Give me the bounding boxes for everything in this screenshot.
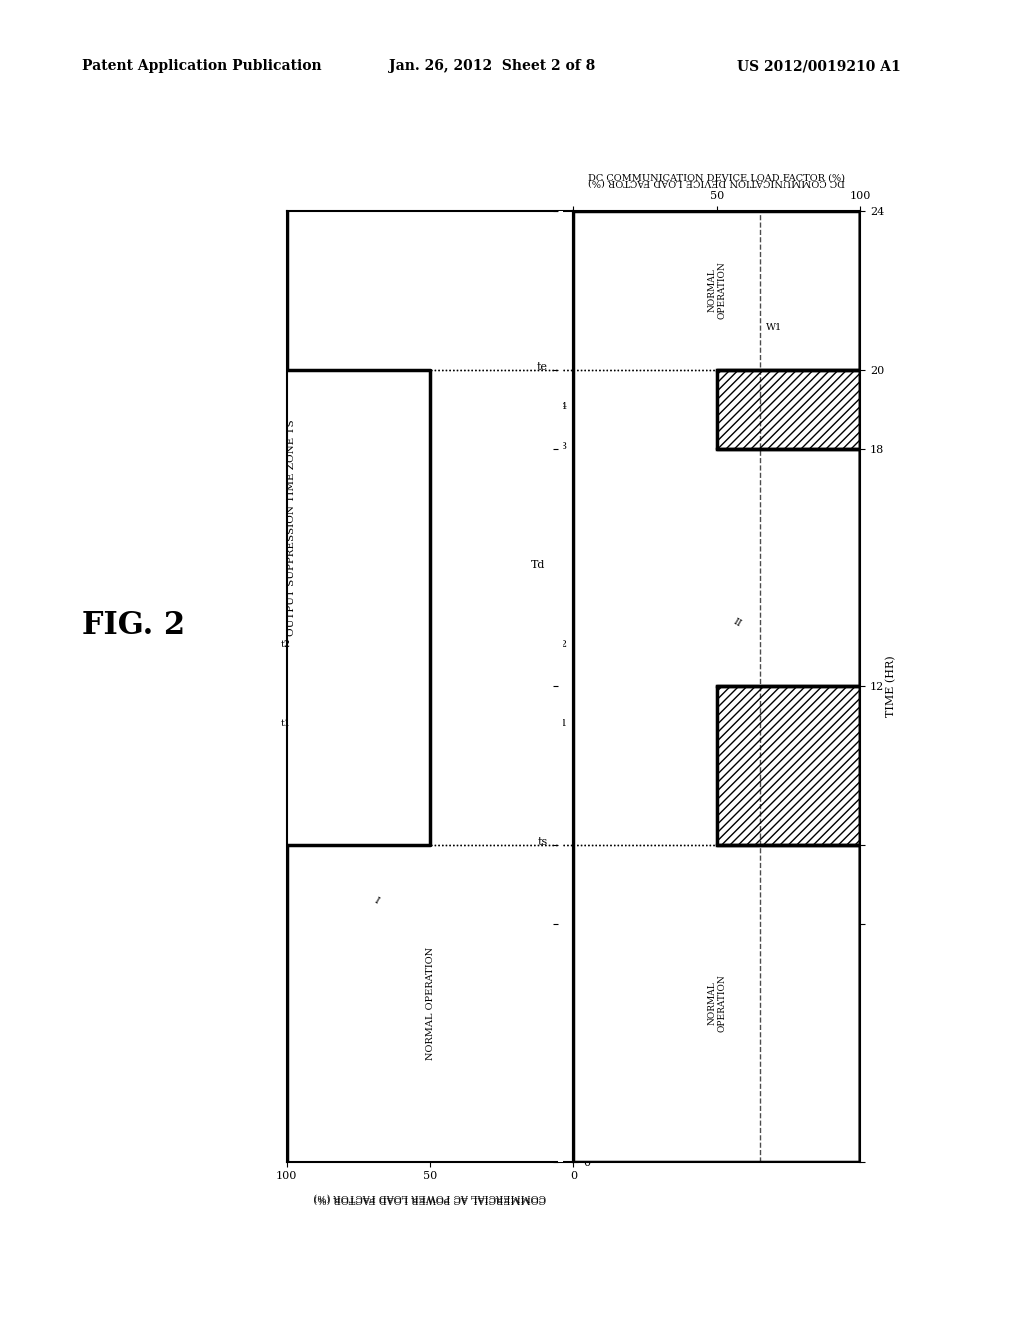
- Text: NORMAL OPERATION: NORMAL OPERATION: [426, 946, 434, 1060]
- Text: NORMAL
OPERATION: NORMAL OPERATION: [708, 974, 726, 1032]
- Text: FIG. 2: FIG. 2: [82, 610, 185, 640]
- Text: te: te: [537, 362, 548, 372]
- Text: COMMERCIAL AC POWER LOAD FACTOR (%): COMMERCIAL AC POWER LOAD FACTOR (%): [313, 1195, 547, 1204]
- Bar: [717, 686, 860, 845]
- Text: t1: t1: [558, 719, 567, 729]
- Text: I: I: [373, 896, 381, 907]
- Text: t2: t2: [558, 640, 567, 649]
- Text: t1: t1: [281, 719, 291, 729]
- Bar: [717, 449, 860, 686]
- Text: OUTPUT SUPPRESSION TIME ZONE TS: OUTPUT SUPPRESSION TIME ZONE TS: [288, 420, 296, 636]
- Text: II: II: [731, 618, 742, 630]
- Text: t4: t4: [558, 403, 567, 412]
- Bar: [717, 370, 860, 449]
- Text: Patent Application Publication: Patent Application Publication: [82, 59, 322, 74]
- Text: t2: t2: [281, 640, 291, 649]
- Text: US 2012/0019210 A1: US 2012/0019210 A1: [737, 59, 901, 74]
- Text: DC COMMUNICATION DEVICE LOAD FACTOR (%): DC COMMUNICATION DEVICE LOAD FACTOR (%): [589, 178, 845, 187]
- X-axis label: DC COMMUNICATION DEVICE LOAD FACTOR (%): DC COMMUNICATION DEVICE LOAD FACTOR (%): [589, 173, 845, 182]
- Text: ts: ts: [538, 837, 548, 847]
- Text: Td: Td: [530, 560, 545, 570]
- Text: t3: t3: [558, 442, 567, 451]
- Text: TIME (HR): TIME (HR): [886, 656, 896, 717]
- X-axis label: COMMERCIAL AC POWER LOAD FACTOR (%): COMMERCIAL AC POWER LOAD FACTOR (%): [313, 1192, 547, 1201]
- Text: W1: W1: [766, 323, 781, 333]
- Text: NORMAL
OPERATION: NORMAL OPERATION: [708, 261, 726, 319]
- Text: Jan. 26, 2012  Sheet 2 of 8: Jan. 26, 2012 Sheet 2 of 8: [389, 59, 595, 74]
